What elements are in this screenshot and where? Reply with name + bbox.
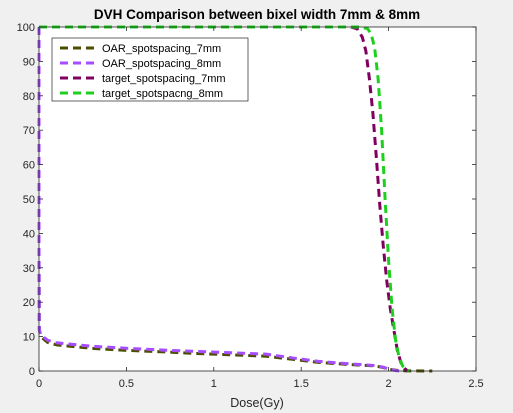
y-tick-label: 30 [23,263,35,275]
x-axis-label: Dose(Gy) [230,396,283,410]
x-tick-label: 1 [211,378,217,390]
chart-title: DVH Comparison between bixel width 7mm &… [94,7,420,22]
series-layer [37,25,433,373]
legend: OAR_spotspacing_7mm OAR_spotspacing_8mmta… [51,37,249,102]
legend-label-3: target_spotspacing_7mm [102,73,226,85]
series-line-4 [39,25,411,373]
y-tick-label: 0 [29,366,35,378]
x-tick-label: 1.5 [294,378,309,390]
x-tick-label: 0 [36,378,42,390]
legend-label-1: OAR_spotspacing_7mm [102,43,221,55]
y-tick-label: 20 [23,297,35,309]
y-tick-label: 60 [23,160,35,172]
y-axis-ticks: 0 10 20 30 40 50 60 70 80 90 100 [17,22,476,378]
x-tick-label: 0.5 [119,378,134,390]
series-line-3 [39,25,409,373]
y-tick-label: 90 [23,56,35,68]
y-tick-label: 70 [23,125,35,137]
y-tick-label: 100 [17,22,35,34]
y-tick-label: 50 [23,194,35,206]
y-tick-label: 40 [23,228,35,240]
y-tick-label: 80 [23,91,35,103]
x-tick-label: 2 [386,378,392,390]
legend-label-2: OAR_spotspacing_8mm [102,58,221,70]
x-tick-label: 2.5 [468,378,483,390]
x-axis-ticks: 0 0.5 1 1.5 2 2.5 [36,27,484,390]
y-tick-label: 10 [23,332,35,344]
legend-box [51,37,249,102]
legend-label-4: target_spotspacng_8mm [102,88,223,100]
series-line-2 [37,27,400,373]
